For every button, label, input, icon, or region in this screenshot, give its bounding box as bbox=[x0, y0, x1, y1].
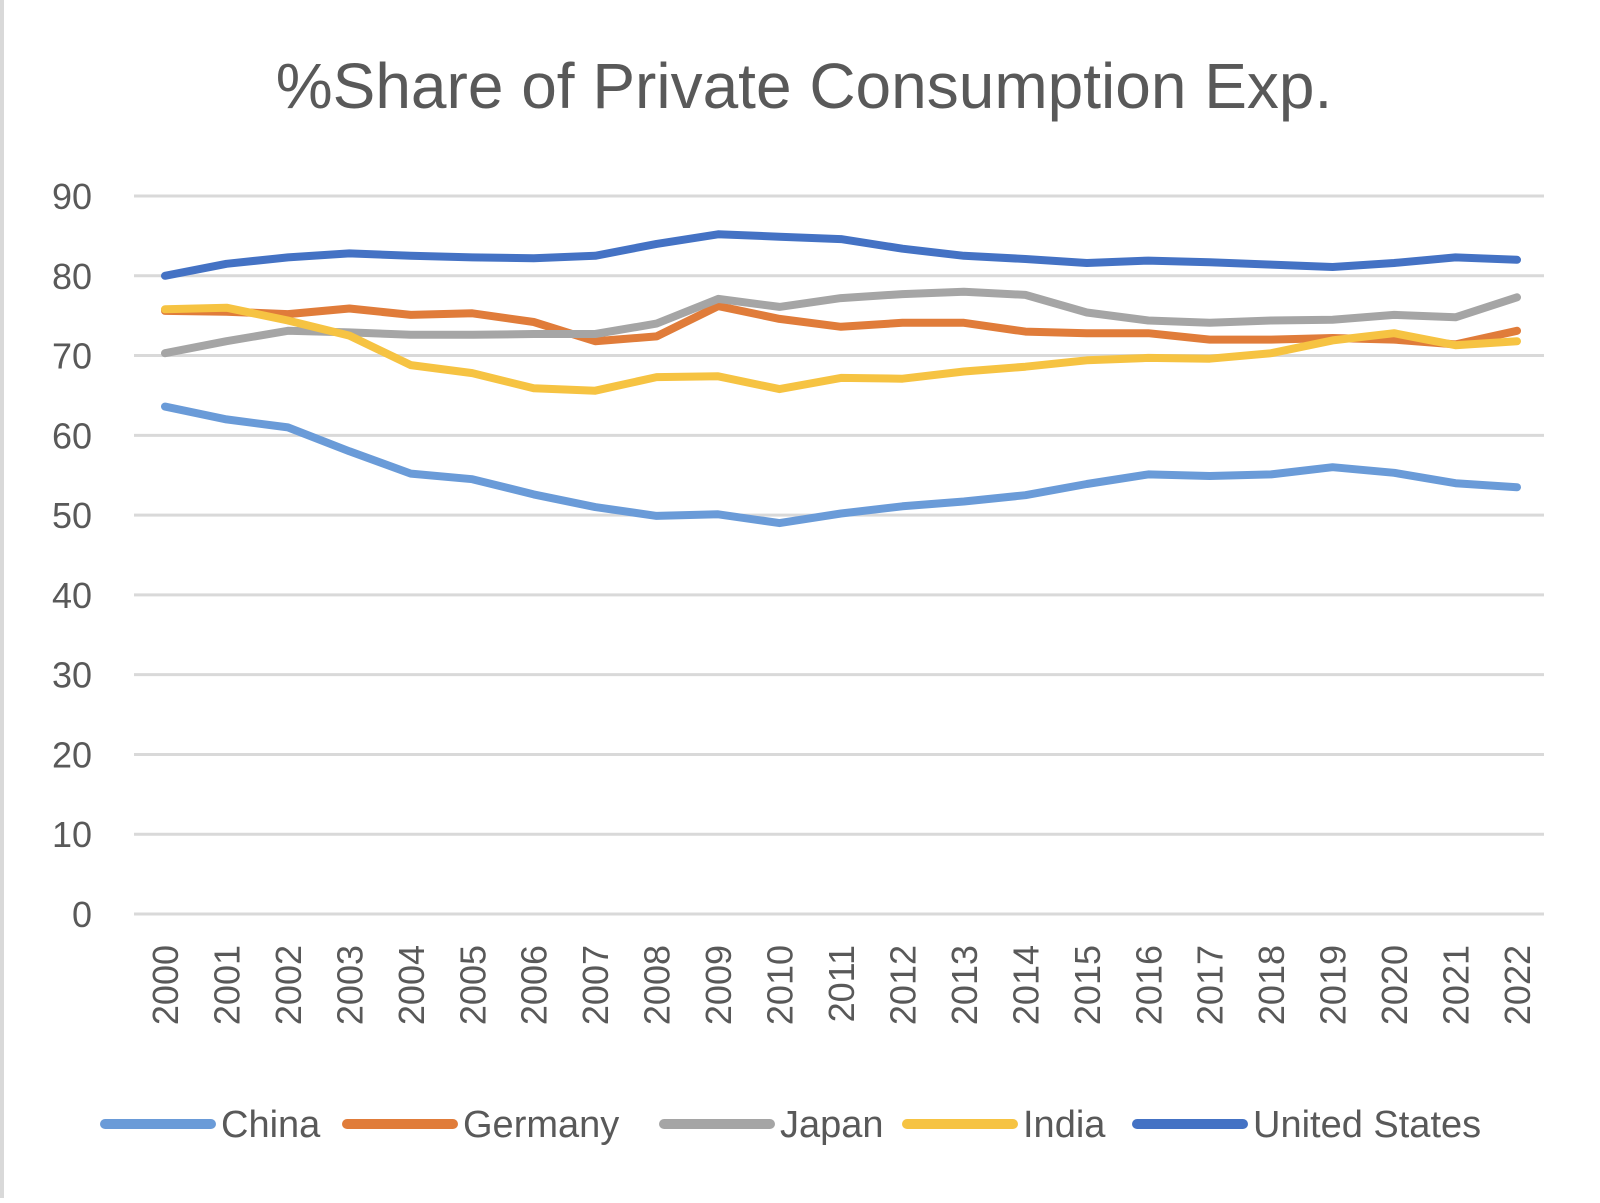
legend-label: China bbox=[221, 1104, 321, 1146]
x-tick-label: 2007 bbox=[575, 945, 616, 1025]
x-tick-label: 2008 bbox=[637, 945, 678, 1025]
x-tick-label: 2002 bbox=[268, 945, 309, 1025]
x-tick-label: 2001 bbox=[206, 945, 247, 1025]
y-tick-label: 70 bbox=[52, 336, 92, 377]
x-tick-label: 2004 bbox=[391, 945, 432, 1025]
series-line-china bbox=[161, 402, 1521, 528]
x-tick-label: 2017 bbox=[1190, 945, 1231, 1025]
legend-label: United States bbox=[1253, 1104, 1481, 1146]
series-lines bbox=[161, 230, 1521, 528]
series-line-japan bbox=[161, 287, 1521, 358]
series-line-germany bbox=[161, 302, 1521, 349]
y-tick-label: 80 bbox=[52, 256, 92, 297]
x-tick-label: 2006 bbox=[514, 945, 555, 1025]
x-tick-label: 2020 bbox=[1374, 945, 1415, 1025]
y-tick-label: 0 bbox=[72, 894, 92, 935]
y-tick-label: 20 bbox=[52, 734, 92, 775]
x-tick-label: 2019 bbox=[1313, 945, 1354, 1025]
x-axis-ticks: 2000 2001 2002 2003 2004 2005 2006 2007 2008 2009… bbox=[145, 945, 1538, 1025]
x-tick-label: 2000 bbox=[145, 945, 186, 1025]
series-line-india bbox=[161, 303, 1521, 395]
x-tick-label: 2016 bbox=[1128, 945, 1169, 1025]
x-tick-label: 2011 bbox=[821, 945, 862, 1022]
x-tick-label: 2018 bbox=[1251, 945, 1292, 1025]
y-axis-ticks: 0 10 20 30 40 50 60 70 80 90 bbox=[52, 176, 92, 935]
gridlines bbox=[134, 194, 1544, 916]
x-tick-label: 2009 bbox=[698, 945, 739, 1025]
legend-label: India bbox=[1023, 1104, 1106, 1146]
x-tick-label: 2012 bbox=[882, 945, 923, 1025]
y-tick-label: 30 bbox=[52, 655, 92, 696]
x-tick-label: 2022 bbox=[1497, 945, 1538, 1025]
x-tick-label: 2014 bbox=[1005, 945, 1046, 1025]
x-tick-label: 2021 bbox=[1436, 945, 1477, 1025]
y-tick-label: 90 bbox=[52, 176, 92, 217]
x-tick-label: 2013 bbox=[944, 945, 985, 1025]
x-tick-label: 2003 bbox=[329, 945, 370, 1025]
x-tick-label: 2010 bbox=[760, 945, 801, 1025]
x-tick-label: 2015 bbox=[1067, 945, 1108, 1025]
chart-title: %Share of Private Consumption Exp. bbox=[276, 50, 1333, 122]
series-line-united-states bbox=[161, 230, 1521, 280]
legend: China Germany Japan India United States bbox=[100, 1104, 1481, 1146]
y-tick-label: 60 bbox=[52, 415, 92, 456]
y-tick-label: 10 bbox=[52, 814, 92, 855]
y-tick-label: 50 bbox=[52, 495, 92, 536]
legend-label: Germany bbox=[463, 1104, 619, 1146]
x-tick-label: 2005 bbox=[452, 945, 493, 1025]
legend-label: Japan bbox=[780, 1104, 884, 1146]
y-tick-label: 40 bbox=[52, 575, 92, 616]
line-chart: %Share of Private Consumption Exp. 0 10 20… bbox=[52, 50, 1544, 1146]
